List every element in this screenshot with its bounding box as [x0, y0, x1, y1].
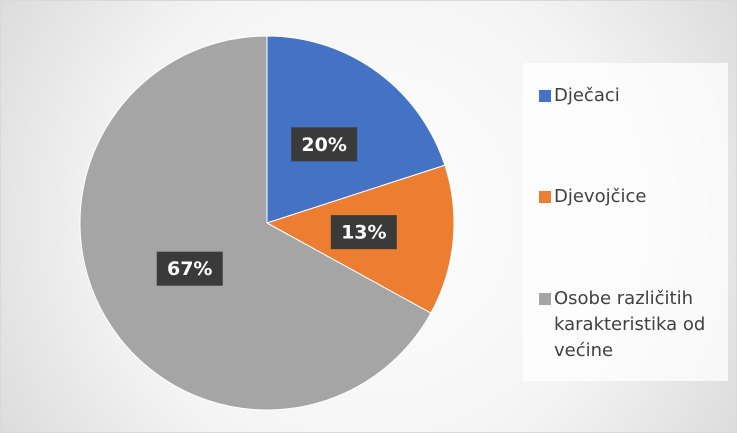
legend-entry: Osobe različitih karakteristika od većin… — [539, 286, 724, 364]
data-label: 67% — [167, 258, 212, 280]
legend-swatch — [539, 293, 551, 305]
legend-label: Dječaci — [554, 85, 620, 106]
legend-label: Djevojčice — [554, 186, 647, 207]
legend-entry: Dječaci — [539, 83, 724, 109]
data-label-box — [156, 251, 223, 286]
legend-swatch — [539, 90, 551, 102]
data-label: 20% — [301, 134, 346, 156]
data-label-box — [330, 215, 397, 250]
data-label: 13% — [341, 222, 386, 244]
legend: Dječaci Djevojčice Osobe različitih karakt… — [523, 63, 728, 381]
legend-swatch — [539, 191, 551, 203]
legend-label: Osobe različitih karakteristika od većin… — [554, 288, 706, 361]
legend-entry: Djevojčice — [539, 184, 724, 210]
pie-slice — [79, 35, 432, 411]
data-label-box — [291, 127, 358, 162]
